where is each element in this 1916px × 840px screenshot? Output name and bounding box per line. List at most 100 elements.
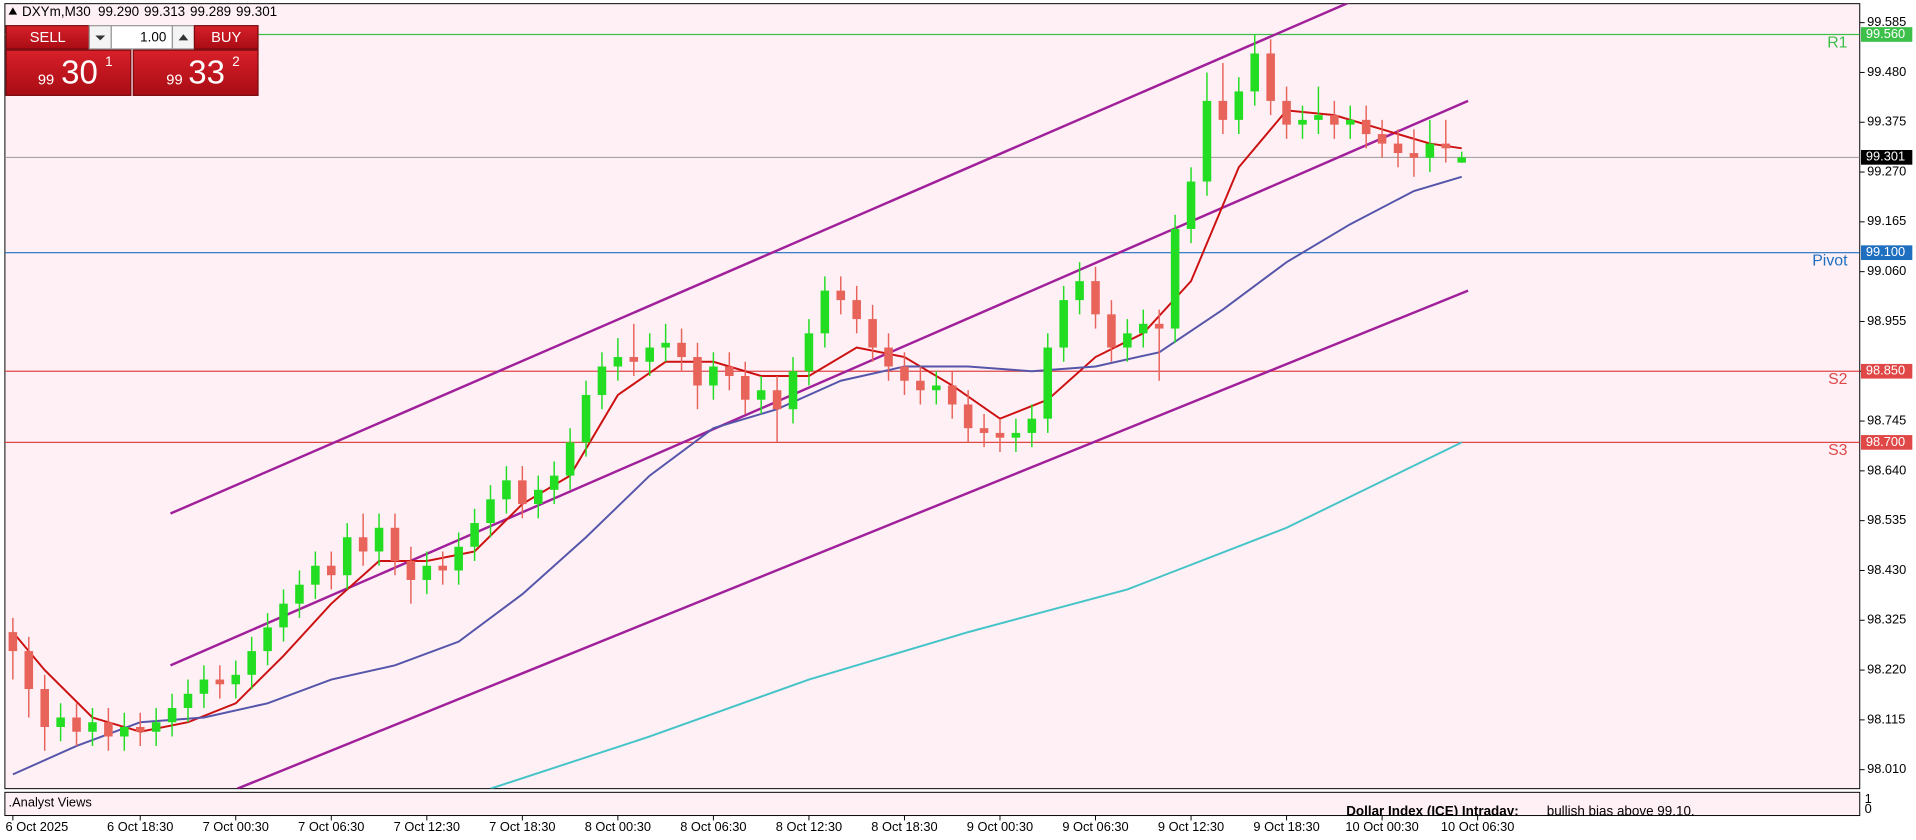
bid-box[interactable] xyxy=(5,49,132,96)
indicator-text-group: Dollar Index (ICE) Intraday: bullish bia… xyxy=(1346,803,1694,818)
candle-body xyxy=(677,342,686,358)
channel-line xyxy=(169,3,1350,515)
candle-body xyxy=(24,651,34,690)
level-label: S2 xyxy=(1828,371,1848,388)
level-price-label: 99.560 xyxy=(1866,26,1905,41)
candle-body xyxy=(1377,134,1387,144)
level-price-label: 98.700 xyxy=(1866,434,1905,449)
moving-average xyxy=(12,175,1462,776)
x-tick-label: 9 Oct 18:30 xyxy=(1253,819,1319,834)
bid-small: 1 xyxy=(105,54,112,69)
candle-body xyxy=(88,722,97,732)
x-tick-label: 7 Oct 12:30 xyxy=(394,819,460,834)
level-label: R1 xyxy=(1827,34,1847,51)
candle-body xyxy=(1393,143,1403,154)
candle-body xyxy=(1123,333,1132,348)
ohlc-high: 99.313 xyxy=(144,4,185,19)
candle-body xyxy=(327,565,336,576)
last-price-label: 99.301 xyxy=(1866,149,1905,164)
x-tick-label: 7 Oct 18:30 xyxy=(489,819,555,834)
level-price-box xyxy=(1860,245,1913,261)
candle-body xyxy=(1027,418,1037,433)
candle-body xyxy=(995,432,1005,438)
candle-body xyxy=(1441,143,1451,149)
x-tick-label: 6 Oct 18:30 xyxy=(107,819,173,834)
indicator-area xyxy=(4,791,1861,817)
candle-body xyxy=(1075,281,1084,301)
candle-body xyxy=(167,708,177,723)
x-tick-label: 10 Oct 06:30 xyxy=(1441,819,1514,834)
ask-small: 2 xyxy=(232,54,239,69)
candle-body xyxy=(72,717,81,732)
level-price-label: 98.850 xyxy=(1866,363,1905,378)
y-tick-label: 98.955 xyxy=(1867,313,1906,328)
candle-body xyxy=(1139,323,1148,334)
level-label: S3 xyxy=(1828,442,1848,459)
buy-button[interactable] xyxy=(193,25,259,50)
candle-body xyxy=(1218,100,1228,120)
candle-body xyxy=(470,523,479,547)
candle-body xyxy=(661,342,670,348)
candle-body xyxy=(1457,157,1466,163)
candle-body xyxy=(581,394,591,443)
buy-label: BUY xyxy=(211,30,241,46)
down-arrow xyxy=(95,35,106,41)
bid-big: 99 xyxy=(38,73,54,89)
y-tick-label: 98.325 xyxy=(1867,612,1906,627)
plot-area xyxy=(4,3,1861,790)
candle-body xyxy=(342,537,352,576)
candle-body xyxy=(597,366,607,395)
candle-body xyxy=(549,475,559,490)
candle-body xyxy=(1361,119,1371,135)
candle-body xyxy=(135,726,145,732)
candle-body xyxy=(518,480,527,505)
candle-body xyxy=(311,565,320,585)
moving-average xyxy=(12,109,1462,733)
candle-body xyxy=(263,627,272,652)
candle-body xyxy=(900,366,909,381)
candle-body xyxy=(852,300,861,320)
level-price-box xyxy=(1860,363,1913,379)
indicator-min: 0 xyxy=(1865,801,1872,816)
candle-body xyxy=(438,565,448,571)
y-tick-label: 99.585 xyxy=(1867,14,1906,29)
y-tick-label: 98.220 xyxy=(1867,661,1906,676)
candle-body xyxy=(1409,153,1419,158)
candle-body xyxy=(1266,53,1275,101)
y-tick-label: 99.165 xyxy=(1867,213,1906,228)
candle-body xyxy=(454,546,463,571)
candle-body xyxy=(1170,228,1180,329)
candle-body xyxy=(1425,143,1435,158)
candle-body xyxy=(1202,100,1212,182)
level-price-label: 99.100 xyxy=(1866,244,1905,259)
x-tick-label: 8 Oct 18:30 xyxy=(871,819,937,834)
y-tick-label: 98.640 xyxy=(1867,462,1906,477)
ask-box[interactable] xyxy=(132,49,259,96)
ask-main: 33 xyxy=(188,53,225,90)
trade-panel: SELL 1.00 BUY 99 30 1 99 33 2 xyxy=(5,25,259,96)
x-tick-label: 9 Oct 00:30 xyxy=(967,819,1033,834)
x-tick-label: 6 Oct 2025 xyxy=(6,819,69,834)
y-tick-label: 98.535 xyxy=(1867,512,1906,527)
x-tick-label: 8 Oct 06:30 xyxy=(680,819,746,834)
level-price-box xyxy=(1860,435,1913,450)
candle-body xyxy=(40,689,49,727)
indicator-text-bold: Dollar Index (ICE) Intraday: xyxy=(1346,803,1518,818)
candle-body xyxy=(502,480,511,500)
candle-body xyxy=(932,385,941,391)
moving-average xyxy=(490,441,1463,789)
candle-body xyxy=(979,428,989,433)
candle-body xyxy=(804,333,814,372)
x-tick-label: 7 Oct 06:30 xyxy=(298,819,364,834)
candle-body xyxy=(406,560,416,580)
y-tick-label: 98.745 xyxy=(1867,412,1906,427)
axes-layer: 99.585 99.480 99.375 99.270 99.165 99.060 98.9… xyxy=(6,14,1913,834)
candle-body xyxy=(1091,281,1100,315)
candle-body xyxy=(1345,119,1355,125)
candle-body xyxy=(725,366,734,376)
header-icon xyxy=(8,7,18,15)
x-tick-label: 9 Oct 12:30 xyxy=(1158,819,1224,834)
candle-body xyxy=(104,722,113,737)
